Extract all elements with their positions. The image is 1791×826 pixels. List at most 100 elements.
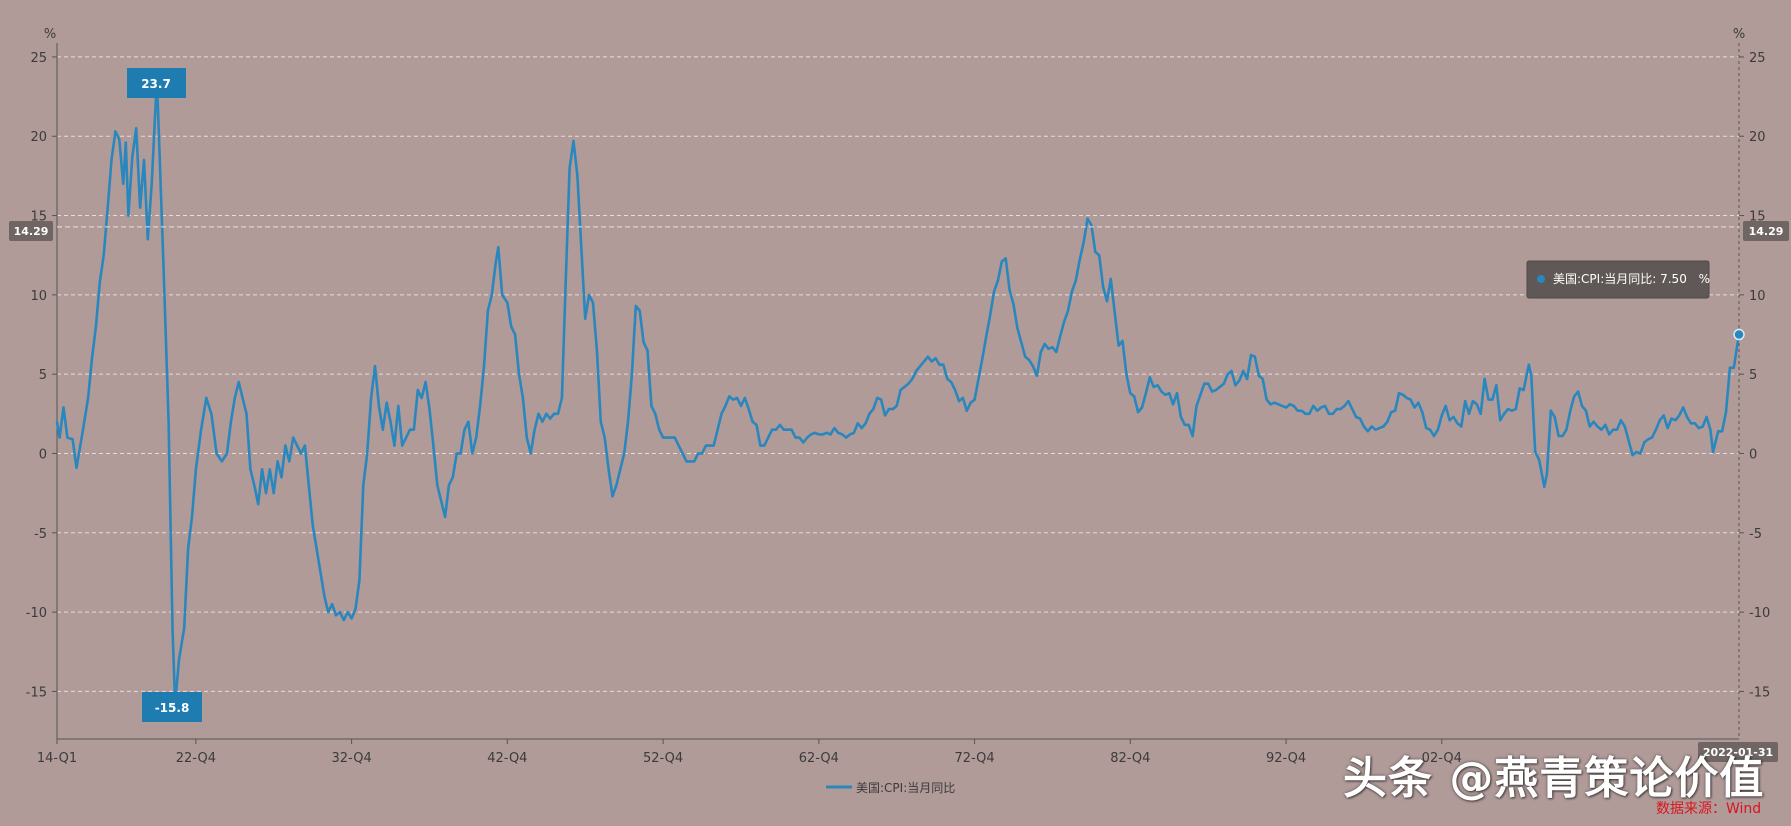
tooltip-text: 美国:CPI:当月同比: 7.50 % bbox=[1553, 272, 1710, 286]
data-point bbox=[1160, 390, 1163, 393]
data-point bbox=[71, 438, 74, 441]
data-point bbox=[576, 174, 579, 178]
data-point bbox=[879, 398, 883, 401]
data-point bbox=[1682, 406, 1685, 409]
data-point bbox=[584, 317, 587, 320]
data-point bbox=[1736, 341, 1739, 344]
watermark: 头条 @燕青策论价值 bbox=[1343, 753, 1765, 804]
data-point bbox=[432, 444, 435, 447]
data-point bbox=[1499, 419, 1502, 422]
data-point bbox=[220, 460, 223, 463]
legend-label: 美国:CPI:当月同比 bbox=[856, 781, 955, 795]
data-point bbox=[1483, 377, 1486, 381]
data-point bbox=[985, 334, 988, 338]
data-point bbox=[199, 428, 203, 431]
data-point bbox=[1545, 472, 1549, 476]
data-point bbox=[591, 301, 595, 304]
data-point bbox=[708, 444, 711, 447]
tooltip-series-marker bbox=[1537, 275, 1545, 283]
last-point-marker[interactable] bbox=[1733, 328, 1745, 341]
data-point bbox=[950, 380, 953, 384]
data-point bbox=[440, 499, 443, 503]
data-point bbox=[1242, 369, 1245, 373]
axes bbox=[56, 43, 1740, 740]
data-point bbox=[146, 238, 149, 241]
data-point bbox=[1650, 436, 1654, 439]
data-point bbox=[693, 460, 696, 463]
data-point bbox=[1008, 288, 1011, 292]
data-point bbox=[1171, 403, 1175, 406]
x-tick-label: 42-Q4 bbox=[487, 751, 527, 766]
data-point bbox=[408, 428, 412, 431]
left-tick-label: 20 bbox=[30, 130, 47, 145]
data-point bbox=[150, 182, 153, 185]
gridlines bbox=[57, 56, 1739, 692]
data-point bbox=[167, 420, 170, 423]
data-point bbox=[1191, 434, 1194, 438]
data-point bbox=[131, 155, 134, 159]
data-point bbox=[650, 404, 653, 408]
left-tick-label: 5 bbox=[39, 368, 47, 383]
data-point bbox=[1627, 439, 1630, 442]
data-point bbox=[1090, 223, 1093, 227]
data-point bbox=[969, 401, 972, 404]
data-point bbox=[1113, 311, 1116, 314]
data-point bbox=[1066, 309, 1070, 312]
data-point bbox=[1685, 415, 1689, 419]
data-point bbox=[743, 396, 747, 400]
left-tick-label: 0 bbox=[39, 447, 47, 462]
data-point bbox=[1464, 399, 1467, 403]
data-point bbox=[763, 444, 766, 447]
data-point bbox=[1596, 425, 1599, 428]
data-point bbox=[1331, 412, 1335, 415]
data-point bbox=[724, 404, 727, 408]
data-point bbox=[770, 428, 774, 431]
data-point bbox=[1491, 398, 1494, 401]
data-point bbox=[1534, 450, 1537, 454]
data-point bbox=[856, 422, 859, 425]
data-point bbox=[934, 357, 937, 360]
data-point bbox=[1709, 428, 1712, 431]
data-point bbox=[1222, 382, 1226, 385]
data-point bbox=[1117, 344, 1120, 347]
data-point bbox=[1281, 404, 1284, 408]
right-tick-label: 20 bbox=[1749, 130, 1766, 145]
data-point bbox=[90, 357, 94, 360]
data-point bbox=[1425, 426, 1428, 430]
data-point bbox=[1129, 392, 1132, 395]
data-point bbox=[447, 484, 451, 487]
data-point bbox=[1312, 404, 1315, 408]
data-point bbox=[86, 396, 90, 400]
data-point bbox=[891, 407, 894, 411]
data-point bbox=[716, 428, 719, 431]
data-point bbox=[1678, 414, 1681, 417]
data-point bbox=[1210, 390, 1214, 393]
data-point bbox=[424, 380, 427, 384]
left-tick-label: -15 bbox=[26, 685, 47, 700]
data-point bbox=[162, 261, 165, 265]
data-point bbox=[1502, 412, 1506, 415]
legend[interactable]: 美国:CPI:当月同比 bbox=[826, 781, 955, 795]
hover-tooltip: 美国:CPI:当月同比: 7.50 % bbox=[1526, 260, 1710, 299]
data-point bbox=[1362, 425, 1366, 428]
data-point bbox=[1020, 341, 1023, 344]
data-point bbox=[619, 468, 622, 471]
data-point bbox=[1319, 406, 1323, 409]
data-point bbox=[580, 246, 583, 249]
data-point bbox=[350, 617, 353, 620]
data-point bbox=[467, 420, 470, 423]
data-point bbox=[463, 428, 466, 431]
data-point bbox=[276, 460, 279, 463]
data-point bbox=[876, 396, 879, 400]
data-point bbox=[860, 426, 863, 430]
data-point bbox=[1296, 409, 1299, 412]
data-point bbox=[122, 182, 125, 185]
data-point bbox=[393, 444, 396, 447]
data-point bbox=[205, 396, 208, 400]
data-point bbox=[833, 426, 836, 430]
data-point bbox=[1000, 260, 1003, 263]
data-point bbox=[1711, 450, 1715, 454]
data-point bbox=[229, 420, 233, 423]
data-point bbox=[654, 412, 657, 415]
